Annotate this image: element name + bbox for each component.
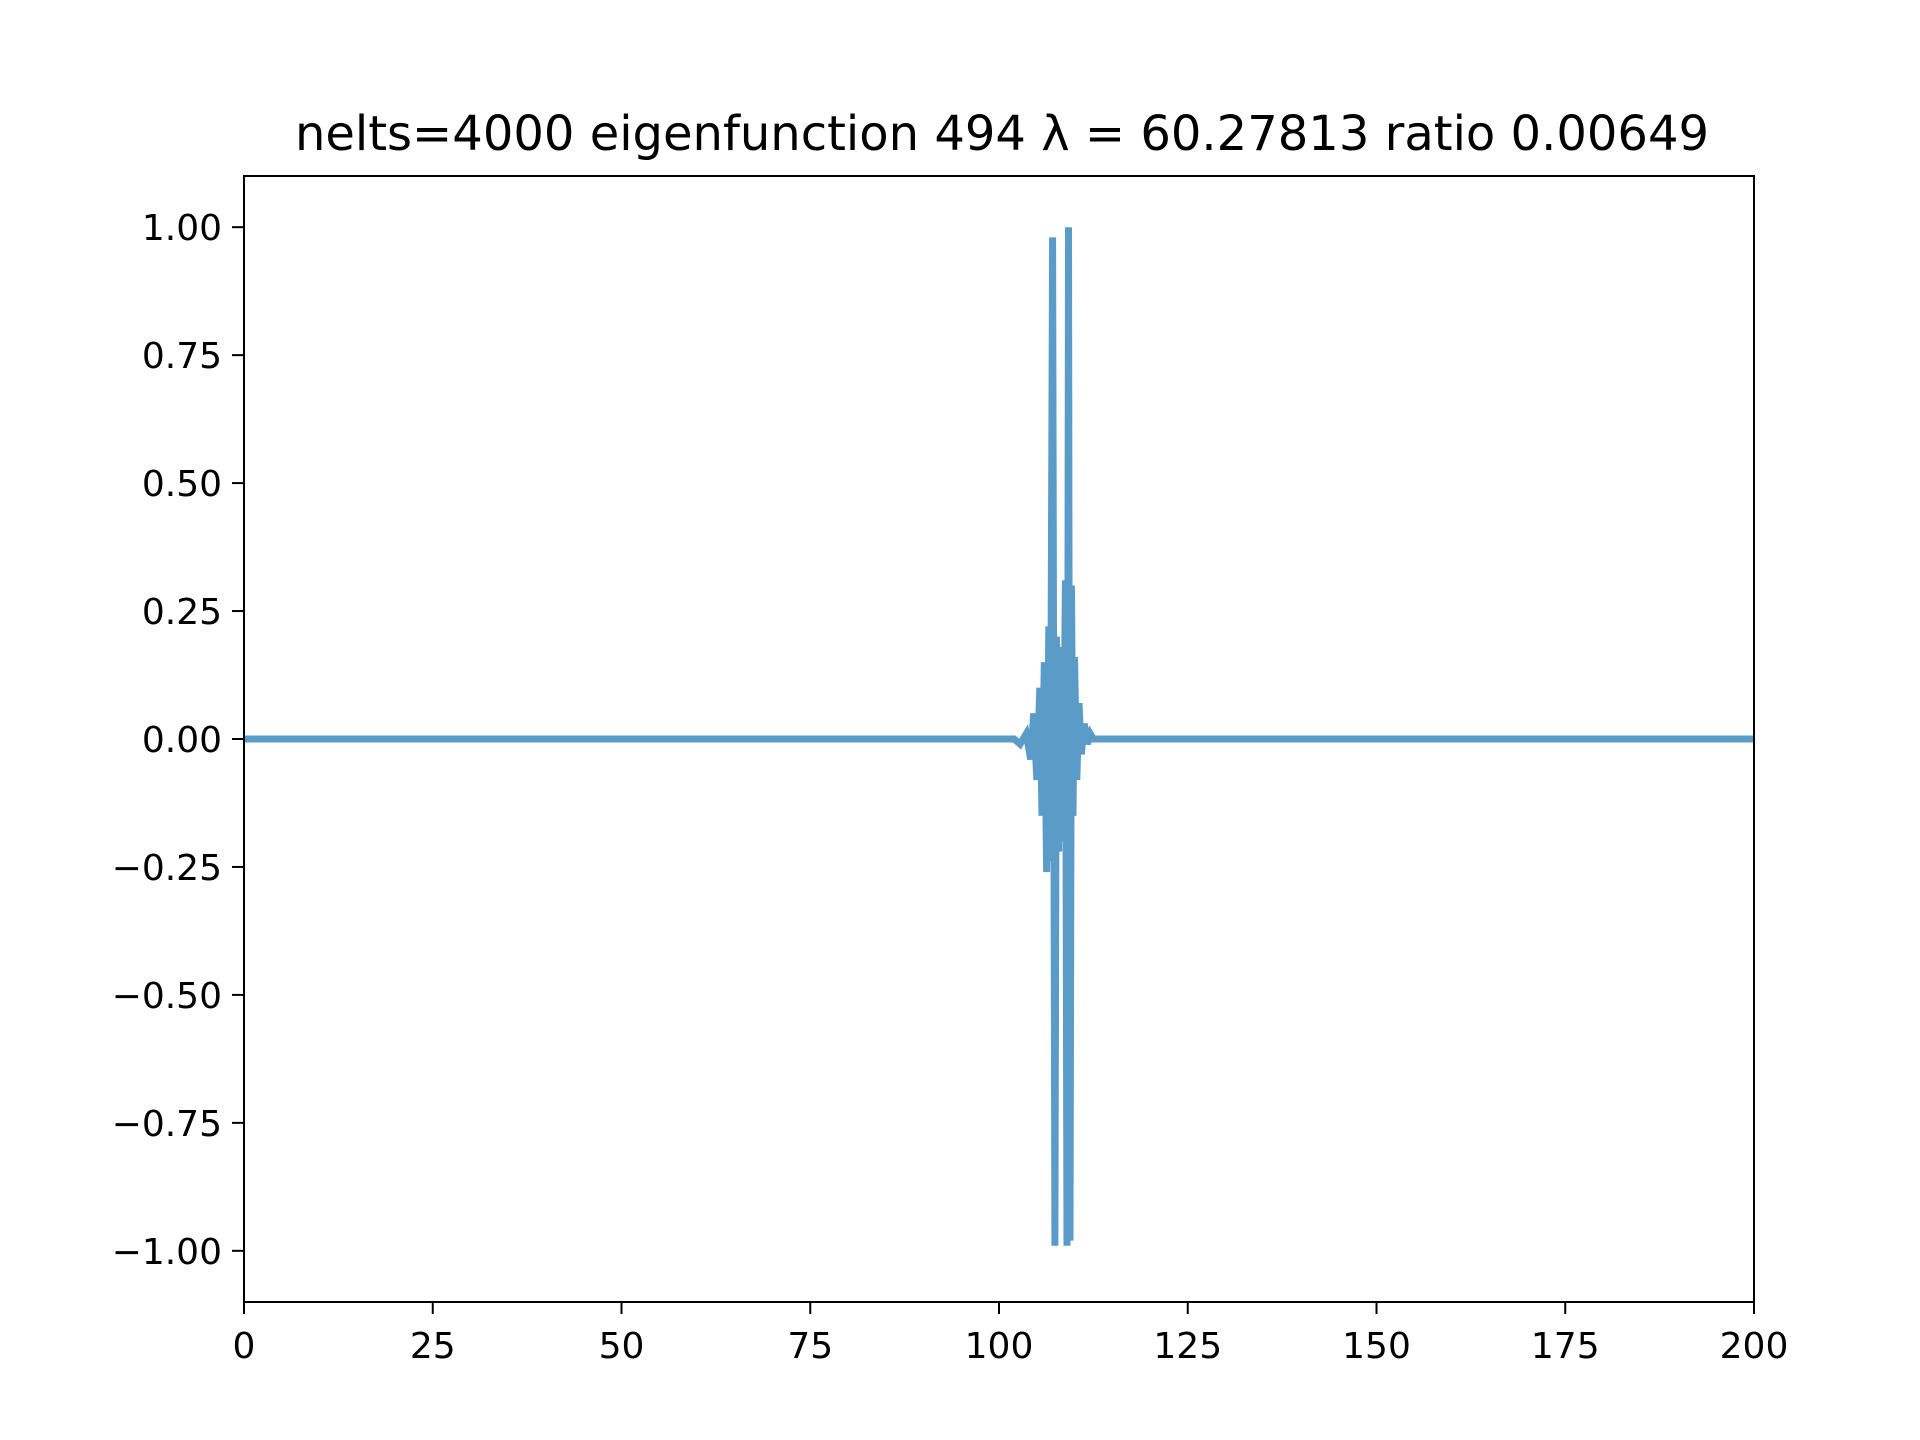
y-tick-label: −1.00 <box>112 1232 222 1273</box>
x-tick-label: 150 <box>1342 1326 1411 1367</box>
x-tick-label: 100 <box>965 1326 1034 1367</box>
y-tick-label: 1.00 <box>142 208 222 249</box>
x-tick-label: 75 <box>787 1326 833 1367</box>
x-tick-label: 25 <box>410 1326 456 1367</box>
x-tick-label: 125 <box>1153 1326 1222 1367</box>
y-tick-label: −0.50 <box>112 976 222 1017</box>
y-tick-label: 0.75 <box>142 336 222 377</box>
y-tick-label: 0.50 <box>142 464 222 505</box>
y-tick-label: −0.25 <box>112 848 222 889</box>
y-tick-label: 0.00 <box>142 720 222 761</box>
x-tick-label: 200 <box>1720 1326 1789 1367</box>
axis-ticks: 0 25 50 75 100 125 150 175 200 1.00 0.75 0.50 0.25 0.… <box>112 208 1789 1367</box>
y-tick-label: 0.25 <box>142 592 222 633</box>
series-line-0 <box>244 227 1754 1246</box>
plot-area <box>244 227 1754 1246</box>
x-tick-label: 175 <box>1531 1326 1600 1367</box>
chart-title: nelts=4000 eigenfunction 494 λ = 60.2781… <box>295 106 1709 162</box>
x-tick-label: 50 <box>599 1326 645 1367</box>
y-tick-label: −0.75 <box>112 1104 222 1145</box>
x-tick-label: 0 <box>233 1326 256 1367</box>
